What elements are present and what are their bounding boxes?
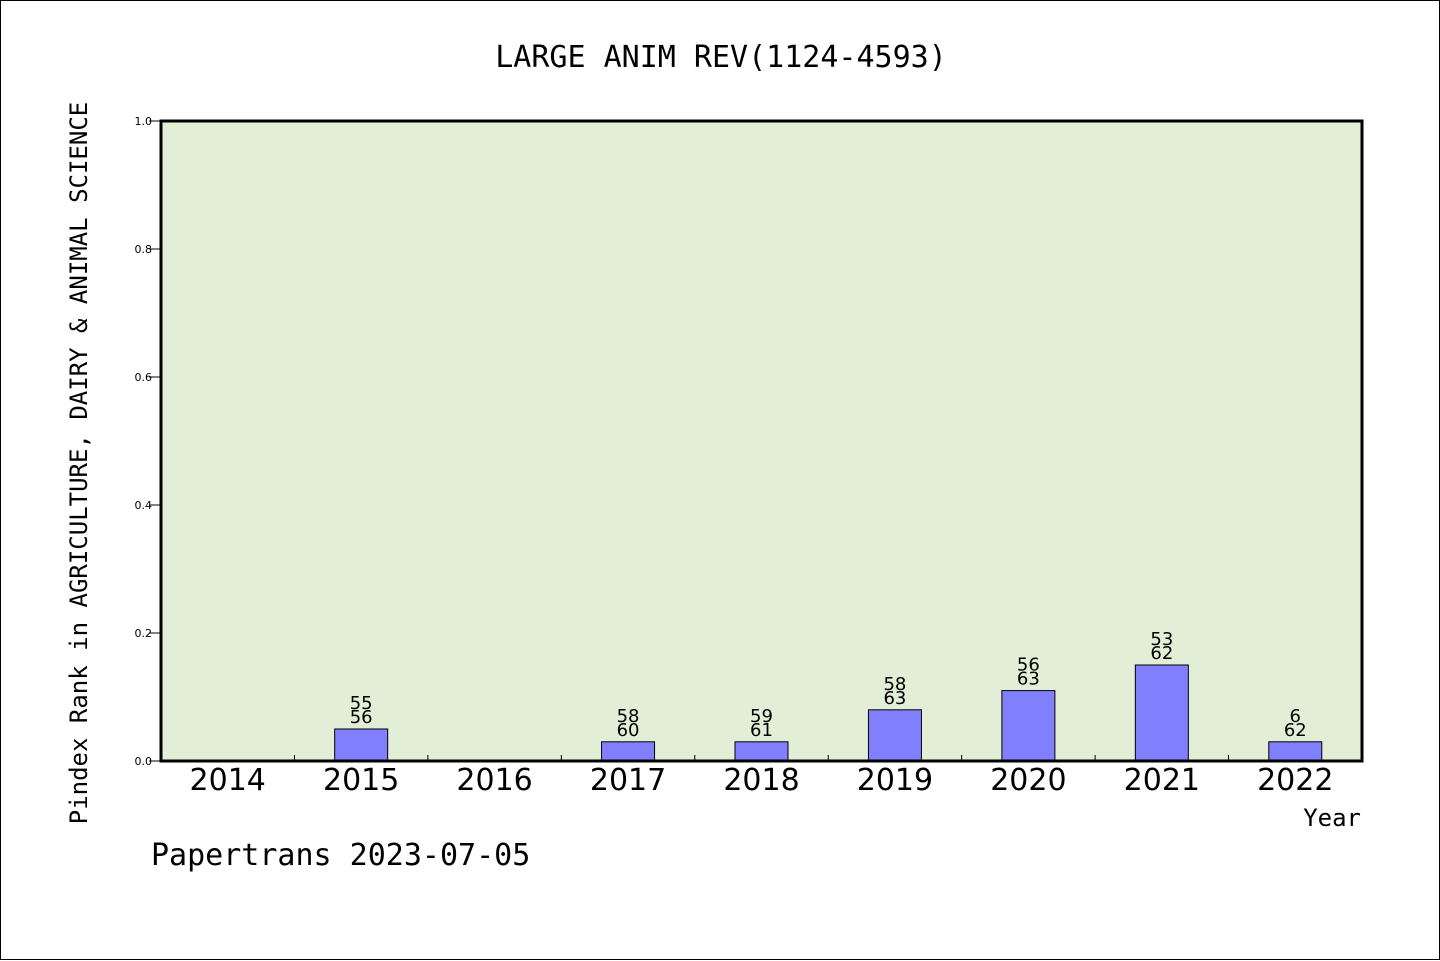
x-axis: 2014 2015 2016 2017 2018 2019 2020 2021 2022 <box>190 755 1333 798</box>
x-tick-label: 2017 <box>590 763 666 798</box>
chart-title: LARGE ANIM REV(1124-4593) <box>495 40 947 75</box>
x-tick-label: 2015 <box>323 763 399 798</box>
rank-label: 55 <box>350 693 373 714</box>
rank-label: 58 <box>617 706 640 727</box>
total-label: 63 <box>1017 669 1040 690</box>
bar-2021 <box>1134 664 1189 762</box>
rank-label: 58 <box>883 674 906 695</box>
x-tick-label: 2021 <box>1124 763 1200 798</box>
rank-label: 53 <box>1150 629 1173 650</box>
x-tick-label: 2019 <box>857 763 933 798</box>
bar-2018 <box>734 741 789 762</box>
plot-frame <box>159 119 1364 763</box>
plot-area <box>161 121 1362 761</box>
footer-credit: Papertrans 2023-07-05 <box>151 838 530 873</box>
rank-label: 59 <box>750 706 773 727</box>
total-label: 60 <box>617 720 640 741</box>
y-tick-label: 1.0 <box>135 115 153 128</box>
x-tick-label: 2022 <box>1257 763 1333 798</box>
x-tick-label: 2014 <box>190 763 266 798</box>
bar-2022 <box>1268 741 1323 762</box>
bar-2017 <box>601 741 656 762</box>
y-tick-label: 0.4 <box>135 499 153 512</box>
x-axis-label: Year <box>1303 804 1361 832</box>
total-label: 61 <box>750 720 773 741</box>
total-label: 56 <box>350 707 373 728</box>
total-label: 63 <box>883 688 906 709</box>
y-tick-label: 0.2 <box>135 627 153 640</box>
y-axis-label: Pindex Rank in AGRICULTURE, DAIRY & ANIM… <box>65 102 93 824</box>
y-axis: 0.0 0.2 0.4 0.6 0.8 1.0 <box>135 115 161 768</box>
x-tick-label: 2018 <box>723 763 799 798</box>
bars-layer <box>334 664 1323 762</box>
y-tick-label: 0.0 <box>135 755 153 768</box>
x-tick-label: 2016 <box>456 763 532 798</box>
rank-label: 56 <box>1017 655 1040 676</box>
y-tick-label: 0.6 <box>135 371 153 384</box>
total-label: 62 <box>1284 720 1307 741</box>
rank-label: 6 <box>1290 706 1301 727</box>
x-tick-label: 2020 <box>990 763 1066 798</box>
y-tick-label: 0.8 <box>135 243 153 256</box>
bar-2020 <box>1001 690 1056 762</box>
bar-2019 <box>867 709 922 762</box>
bar-2015 <box>334 728 389 762</box>
total-label: 62 <box>1150 643 1173 664</box>
